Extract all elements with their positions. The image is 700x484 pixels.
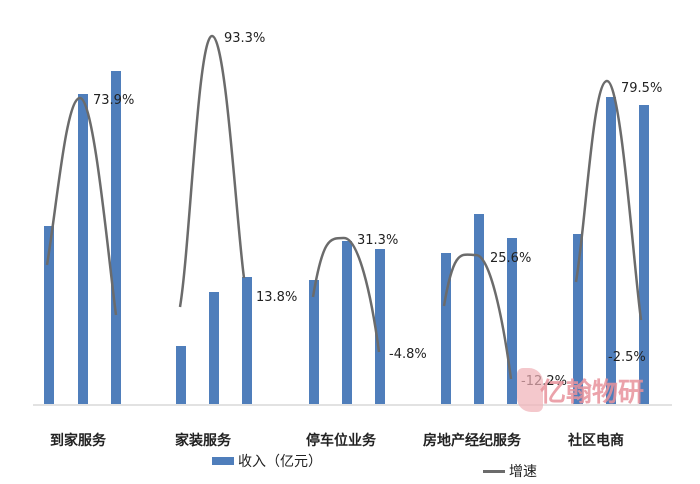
growth-line: [45, 96, 118, 316]
category-label-2: 停车位业务: [306, 433, 376, 449]
revenue-bar: [209, 292, 219, 404]
growth-data-label: 25.6%: [490, 251, 531, 266]
category-label-1: 家装服务: [175, 433, 231, 449]
revenue-bar: [44, 226, 54, 404]
growth-data-label: 79.5%: [621, 81, 662, 96]
growth-data-label: 13.8%: [256, 290, 297, 305]
revenue-bar: [78, 94, 88, 404]
revenue-bar: [309, 280, 319, 404]
revenue-bar: [375, 249, 385, 404]
revenue-bar: [573, 234, 583, 404]
growth-data-label: 93.3%: [224, 31, 265, 46]
revenue-bar: [474, 214, 484, 404]
growth-line: [574, 79, 643, 321]
revenue-bar: [111, 71, 121, 404]
watermark-seal-icon: [517, 368, 543, 412]
revenue-bars: [44, 71, 649, 404]
category-label-4: 社区电商: [568, 433, 624, 449]
growth-line: [178, 34, 246, 308]
growth-data-label: 31.3%: [357, 233, 398, 248]
category-label-0: 到家服务: [50, 433, 106, 449]
legend-line-swatch-icon: [483, 469, 505, 473]
watermark-text: 亿翰物研: [540, 378, 645, 408]
growth-data-label: -4.8%: [389, 347, 427, 362]
legend-growth-label: 增速: [509, 464, 537, 480]
legend-revenue-label: 收入（亿元）: [238, 454, 322, 470]
growth-lines: [45, 34, 643, 380]
growth-data-label: -2.5%: [608, 350, 646, 365]
revenue-bar: [606, 97, 616, 404]
revenue-bar: [242, 277, 252, 404]
legend-growth: 增速: [483, 461, 537, 481]
legend-bar-swatch-icon: [212, 457, 234, 465]
growth-labels: 73.9%93.3%13.8%31.3%-4.8%25.6%-12.2%79.5…: [93, 31, 662, 389]
revenue-bar: [342, 241, 352, 404]
growth-line: [311, 236, 381, 353]
legend-revenue: 收入（亿元）: [212, 451, 322, 471]
revenue-bar: [441, 253, 451, 404]
category-label-3: 房地产经纪服务: [423, 433, 521, 449]
revenue-bar: [507, 238, 517, 404]
growth-line: [442, 253, 513, 380]
revenue-bar: [176, 346, 186, 404]
revenue-bar: [639, 105, 649, 404]
growth-data-label: 73.9%: [93, 93, 134, 108]
